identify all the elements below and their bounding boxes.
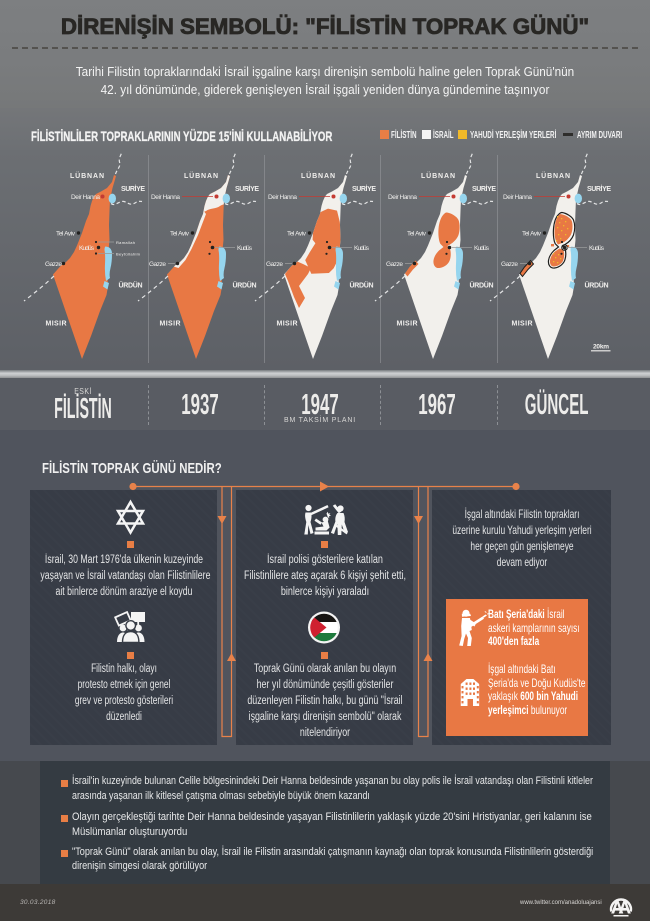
svg-text:Beytüllahim: Beytüllahim	[116, 251, 141, 256]
svg-text:Ramallah: Ramallah	[116, 240, 135, 245]
svg-text:Gazze: Gazze	[45, 261, 62, 268]
svg-text:Kudüs: Kudüs	[79, 245, 95, 252]
svg-text:20km: 20km	[593, 344, 609, 351]
svg-text:Deir Hanna: Deir Hanna	[71, 194, 100, 201]
